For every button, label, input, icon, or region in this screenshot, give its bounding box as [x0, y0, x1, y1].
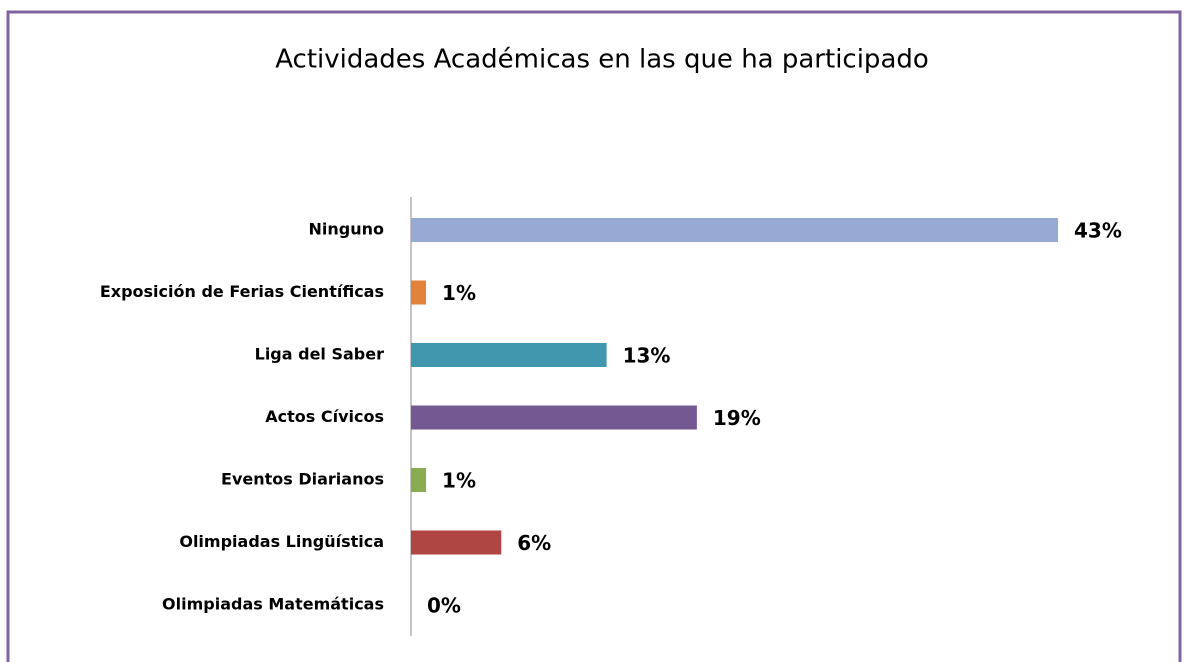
data-label: 43% — [1074, 219, 1122, 243]
bar — [411, 405, 697, 430]
bar — [411, 218, 1058, 242]
category-label: Ninguno — [309, 220, 385, 239]
data-label: 1% — [442, 469, 476, 493]
category-label: Liga del Saber — [255, 345, 384, 364]
data-label: 13% — [623, 344, 671, 368]
data-label: 19% — [713, 406, 761, 430]
chart-frame — [6, 10, 1182, 662]
data-label: 0% — [427, 594, 461, 618]
category-label: Eventos Diarianos — [221, 470, 384, 489]
category-label: Olimpiadas Lingüística — [179, 532, 384, 551]
data-label: 1% — [442, 281, 476, 305]
category-label: Actos Cívicos — [265, 407, 384, 426]
bar — [411, 343, 607, 367]
chart-title: Actividades Académicas en las que ha par… — [275, 45, 929, 75]
category-label: Olimpiadas Matemáticas — [162, 595, 384, 614]
bar — [411, 468, 427, 492]
bar — [411, 280, 427, 305]
category-label: Exposición de Ferias Científicas — [100, 282, 384, 301]
data-label: 6% — [517, 531, 551, 555]
bar — [411, 530, 502, 555]
